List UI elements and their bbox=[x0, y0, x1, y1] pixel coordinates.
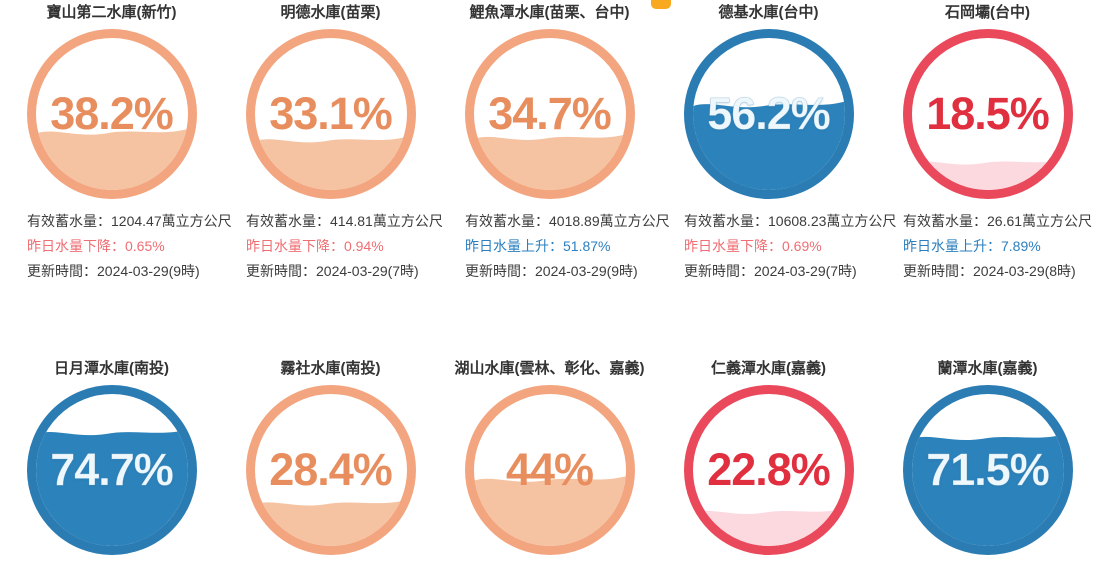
reservoir-info: 有效蓄水量：4018.89萬立方公尺 昨日水量上升：51.87% 更新時間：20… bbox=[465, 209, 695, 284]
reservoir-card: 湖山水庫(雲林、彰化、嘉義) 44% bbox=[440, 358, 659, 555]
reservoir-card: 鯉魚潭水庫(苗栗、台中) 34.7% 有效蓄水量：4018.89萬立方公尺 昨日… bbox=[440, 2, 670, 284]
updated-line: 更新時間：2024-03-29(9時) bbox=[27, 263, 200, 279]
reservoir-title: 石岡壩(台中) bbox=[945, 4, 1030, 21]
reservoir-title: 湖山水庫(雲林、彰化、嘉義) bbox=[454, 360, 645, 377]
reservoir-card: 寶山第二水庫(新竹) 38.2% 有效蓄水量：1204.47萬立方公尺 昨日水量… bbox=[2, 2, 232, 284]
percent-label: 33.1% bbox=[269, 88, 393, 139]
reservoir-card: 日月潭水庫(南投) 74.7% bbox=[2, 358, 221, 555]
reservoir-title: 仁義潭水庫(嘉義) bbox=[711, 360, 826, 377]
reservoir-info: 有效蓄水量：414.81萬立方公尺 昨日水量下降：0.94% 更新時間：2024… bbox=[246, 209, 476, 284]
storage-line: 有效蓄水量：26.61萬立方公尺 bbox=[903, 213, 1093, 229]
percent-label: 34.7% bbox=[488, 88, 612, 139]
water-fill-icon bbox=[911, 434, 1064, 546]
reservoir-card: 霧社水庫(南投) 28.4% bbox=[221, 358, 440, 555]
reservoir-card: 明德水庫(苗栗) 33.1% 有效蓄水量：414.81萬立方公尺 昨日水量下降：… bbox=[221, 2, 443, 284]
water-fill-icon bbox=[692, 101, 845, 190]
reservoir-gauge: 34.7% bbox=[464, 29, 635, 199]
reservoir-title: 德基水庫(台中) bbox=[718, 4, 819, 21]
reservoir-title: 霧社水庫(南投) bbox=[280, 360, 381, 377]
change-line: 昨日水量下降：0.94% bbox=[246, 238, 384, 254]
water-fill-icon bbox=[473, 134, 626, 190]
reservoir-title: 蘭潭水庫(嘉義) bbox=[937, 360, 1038, 377]
reservoir-info: 有效蓄水量：26.61萬立方公尺 昨日水量上升：7.89% 更新時間：2024-… bbox=[903, 209, 1099, 284]
reservoir-row-bottom: 日月潭水庫(南投) 74.7% 霧社水庫(南投) 28.4% 湖山水庫(雲林、彰… bbox=[2, 358, 1099, 555]
collapsed-panel-tab[interactable] bbox=[651, 0, 671, 9]
reservoir-gauge: 22.8% bbox=[683, 385, 854, 555]
updated-line: 更新時間：2024-03-29(9時) bbox=[465, 263, 638, 279]
percent-label: 38.2% bbox=[50, 88, 174, 139]
updated-line: 更新時間：2024-03-29(7時) bbox=[246, 263, 419, 279]
reservoir-title: 日月潭水庫(南投) bbox=[54, 360, 169, 377]
reservoir-gauge: 18.5% bbox=[902, 29, 1073, 199]
change-line: 昨日水量下降：0.65% bbox=[27, 238, 165, 254]
percent-label: 74.7% bbox=[50, 444, 174, 496]
reservoir-info: 有效蓄水量：1204.47萬立方公尺 昨日水量下降：0.65% 更新時間：202… bbox=[27, 209, 257, 284]
reservoir-title: 寶山第二水庫(新竹) bbox=[46, 4, 177, 21]
reservoir-info: 有效蓄水量：10608.23萬立方公尺 昨日水量下降：0.69% 更新時間：20… bbox=[684, 209, 914, 284]
change-line: 昨日水量上升：7.89% bbox=[903, 238, 1041, 254]
reservoir-card: 德基水庫(台中) 56.2% 有效蓄水量：10608.23萬立方公尺 昨日水量下… bbox=[659, 2, 896, 284]
reservoir-card: 仁義潭水庫(嘉義) 22.8% bbox=[659, 358, 878, 555]
water-fill-icon bbox=[254, 136, 407, 190]
percent-label: 56.2% bbox=[707, 88, 831, 140]
reservoir-gauge: 33.1% bbox=[245, 29, 416, 199]
percent-label: 71.5% bbox=[926, 444, 1050, 496]
water-fill-icon bbox=[692, 508, 845, 546]
reservoir-card: 石岡壩(台中) 18.5% 有效蓄水量：26.61萬立方公尺 昨日水量上升：7.… bbox=[878, 2, 1097, 284]
reservoir-gauge: 56.2% bbox=[683, 29, 854, 199]
reservoir-card: 蘭潭水庫(嘉義) 71.5% bbox=[878, 358, 1097, 555]
water-fill-icon bbox=[35, 429, 188, 546]
change-line: 昨日水量上升：51.87% bbox=[465, 238, 611, 254]
reservoir-gauge: 71.5% bbox=[902, 385, 1073, 555]
percent-label: 22.8% bbox=[707, 444, 831, 495]
reservoir-gauge: 28.4% bbox=[245, 385, 416, 555]
reservoir-row-top: 寶山第二水庫(新竹) 38.2% 有效蓄水量：1204.47萬立方公尺 昨日水量… bbox=[2, 2, 1099, 284]
reservoir-title: 鯉魚潭水庫(苗栗、台中) bbox=[469, 4, 630, 21]
reservoir-gauge: 74.7% bbox=[26, 385, 197, 555]
percent-label: 44% bbox=[505, 444, 594, 495]
storage-line: 有效蓄水量：1204.47萬立方公尺 bbox=[27, 213, 232, 229]
updated-line: 更新時間：2024-03-29(8時) bbox=[903, 263, 1076, 279]
reservoir-title: 明德水庫(苗栗) bbox=[280, 4, 381, 21]
water-fill-icon bbox=[473, 476, 626, 546]
updated-line: 更新時間：2024-03-29(7時) bbox=[684, 263, 857, 279]
reservoir-gauge: 44% bbox=[464, 385, 635, 555]
water-fill-icon bbox=[911, 158, 1064, 190]
percent-label: 28.4% bbox=[269, 444, 393, 495]
water-fill-icon bbox=[35, 128, 188, 190]
water-fill-icon bbox=[254, 499, 407, 546]
reservoir-gauge: 38.2% bbox=[26, 29, 197, 199]
storage-line: 有效蓄水量：414.81萬立方公尺 bbox=[246, 213, 443, 229]
storage-line: 有效蓄水量：4018.89萬立方公尺 bbox=[465, 213, 670, 229]
change-line: 昨日水量下降：0.69% bbox=[684, 238, 822, 254]
storage-line: 有效蓄水量：10608.23萬立方公尺 bbox=[684, 213, 897, 229]
percent-label: 18.5% bbox=[926, 88, 1050, 139]
